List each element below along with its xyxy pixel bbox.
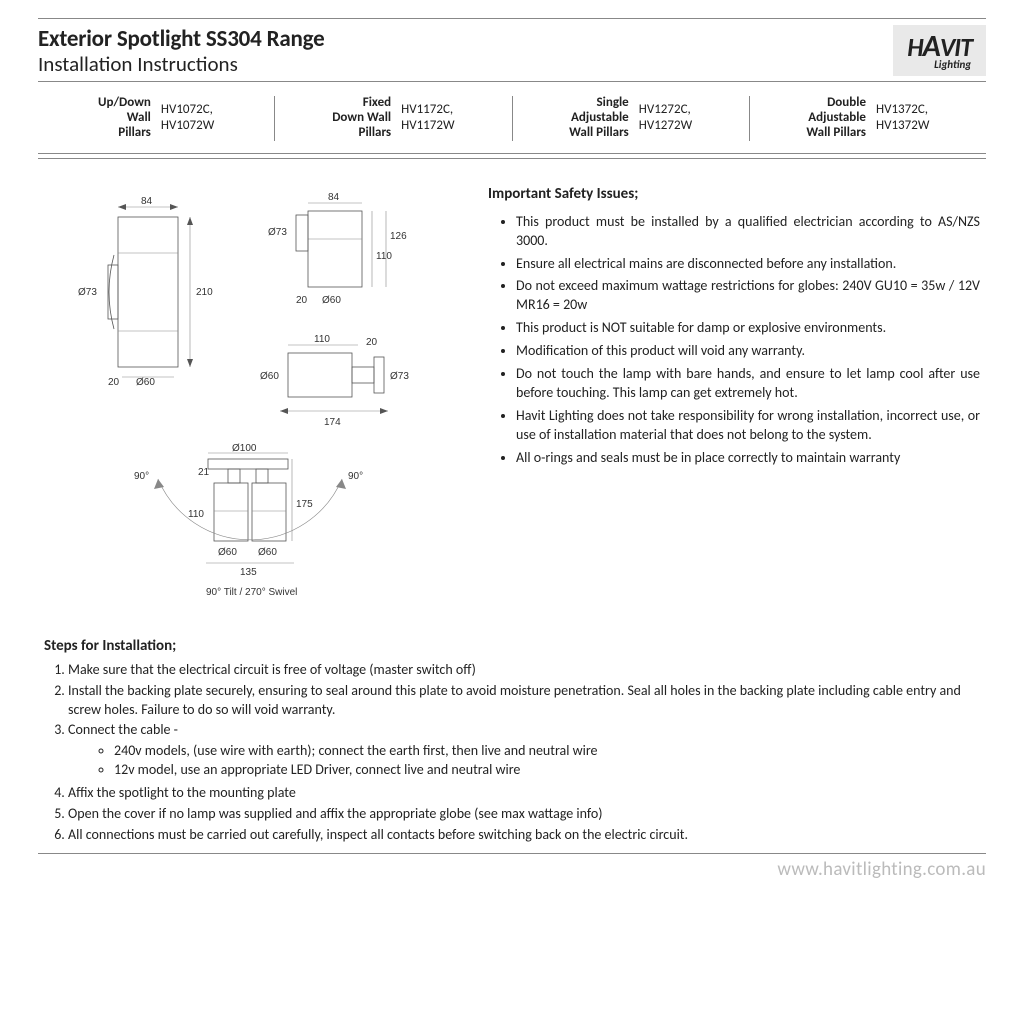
svg-text:90° Tilt / 270° Swivel: 90° Tilt / 270° Swivel	[206, 587, 297, 598]
step-item: Install the backing plate securely, ensu…	[68, 682, 980, 720]
safety-item: All o-rings and seals must be in place c…	[516, 449, 980, 468]
product-cell-2: Single Adjustable Wall Pillars HV1272C, …	[512, 96, 749, 141]
safety-item: This product must be installed by a qual…	[516, 213, 980, 251]
safety-list: This product must be installed by a qual…	[488, 213, 980, 468]
svg-text:20: 20	[366, 337, 378, 348]
substep: 240v models, (use wire with earth); conn…	[114, 742, 980, 761]
mid-section: 84 Ø73 210 20 Ø60 84 Ø7	[38, 185, 986, 615]
product-cell-3: Double Adjustable Wall Pillars HV1372C, …	[749, 96, 986, 141]
product-label: Up/Down Wall Pillars	[98, 96, 151, 141]
steps-heading: Steps for Installation;	[44, 637, 980, 655]
product-label: Double Adjustable Wall Pillars	[806, 96, 866, 141]
svg-text:135: 135	[240, 567, 257, 578]
step-sublist: 240v models, (use wire with earth); conn…	[68, 742, 980, 780]
step-item: Affix the spotlight to the mounting plat…	[68, 784, 980, 803]
header: Exterior Spotlight SS304 Range Installat…	[38, 19, 986, 81]
product-codes: HV1072C, HV1072W	[161, 102, 214, 135]
step-text: Connect the cable -	[68, 721, 178, 738]
step-item: Open the cover if no lamp was supplied a…	[68, 805, 980, 824]
svg-text:Ø73: Ø73	[78, 287, 97, 298]
safety-item: Havit Lighting does not take responsibil…	[516, 407, 980, 445]
page-title: Exterior Spotlight SS304 Range	[38, 25, 324, 53]
product-row: Up/Down Wall Pillars HV1072C, HV1072W Fi…	[38, 82, 986, 154]
technical-drawings: 84 Ø73 210 20 Ø60 84 Ø7	[58, 185, 478, 615]
logo-sub: Lighting	[933, 60, 972, 70]
safety-item: Do not touch the lamp with bare hands, a…	[516, 365, 980, 403]
svg-text:90°: 90°	[348, 471, 363, 482]
safety-item: This product is NOT suitable for damp or…	[516, 319, 980, 338]
svg-text:110: 110	[376, 251, 392, 262]
svg-text:90°: 90°	[134, 471, 149, 482]
svg-text:Ø60: Ø60	[136, 377, 155, 388]
svg-text:84: 84	[141, 196, 153, 207]
svg-text:84: 84	[328, 192, 340, 203]
step-item: All connections must be carried out care…	[68, 826, 980, 845]
svg-text:20: 20	[296, 295, 308, 306]
substep: 12v model, use an appropriate LED Driver…	[114, 761, 980, 780]
step-item: Connect the cable - 240v models, (use wi…	[68, 721, 980, 780]
svg-text:20: 20	[108, 377, 120, 388]
brand-logo: HAVIT Lighting	[893, 25, 986, 76]
product-codes: HV1172C, HV1172W	[401, 102, 454, 135]
svg-text:Ø73: Ø73	[268, 227, 287, 238]
svg-text:Ø60: Ø60	[260, 371, 279, 382]
svg-text:Ø100: Ø100	[232, 443, 257, 454]
safety-section: Important Safety Issues; This product mu…	[488, 185, 986, 615]
product-cell-1: Fixed Down Wall Pillars HV1172C, HV1172W	[274, 96, 511, 141]
product-label: Single Adjustable Wall Pillars	[569, 96, 629, 141]
rule-footer	[38, 853, 986, 854]
page-subtitle: Installation Instructions	[38, 51, 324, 77]
svg-text:175: 175	[296, 499, 313, 510]
product-cell-0: Up/Down Wall Pillars HV1072C, HV1072W	[38, 96, 274, 141]
svg-text:110: 110	[188, 509, 204, 520]
svg-text:Ø60: Ø60	[322, 295, 341, 306]
product-codes: HV1372C, HV1372W	[876, 102, 929, 135]
svg-text:21: 21	[198, 467, 210, 478]
svg-text:126: 126	[390, 231, 407, 242]
safety-heading: Important Safety Issues;	[488, 185, 980, 203]
svg-text:Ø73: Ø73	[390, 371, 409, 382]
svg-text:174: 174	[324, 417, 341, 428]
svg-text:110: 110	[314, 334, 330, 345]
steps-list: Make sure that the electrical circuit is…	[44, 661, 980, 845]
footer-url: www.havitlighting.com.au	[38, 858, 986, 881]
product-codes: HV1272C, HV1272W	[639, 102, 692, 135]
safety-item: Ensure all electrical mains are disconne…	[516, 255, 980, 274]
safety-item: Do not exceed maximum wattage restrictio…	[516, 277, 980, 315]
product-label: Fixed Down Wall Pillars	[332, 96, 391, 141]
diagrams: 84 Ø73 210 20 Ø60 84 Ø7	[38, 185, 468, 615]
svg-text:Ø60: Ø60	[218, 547, 237, 558]
steps-section: Steps for Installation; Make sure that t…	[38, 637, 986, 845]
safety-item: Modification of this product will void a…	[516, 342, 980, 361]
svg-text:210: 210	[196, 287, 213, 298]
rule-products	[38, 158, 986, 159]
svg-text:Ø60: Ø60	[258, 547, 277, 558]
title-block: Exterior Spotlight SS304 Range Installat…	[38, 25, 324, 77]
step-item: Make sure that the electrical circuit is…	[68, 661, 980, 680]
